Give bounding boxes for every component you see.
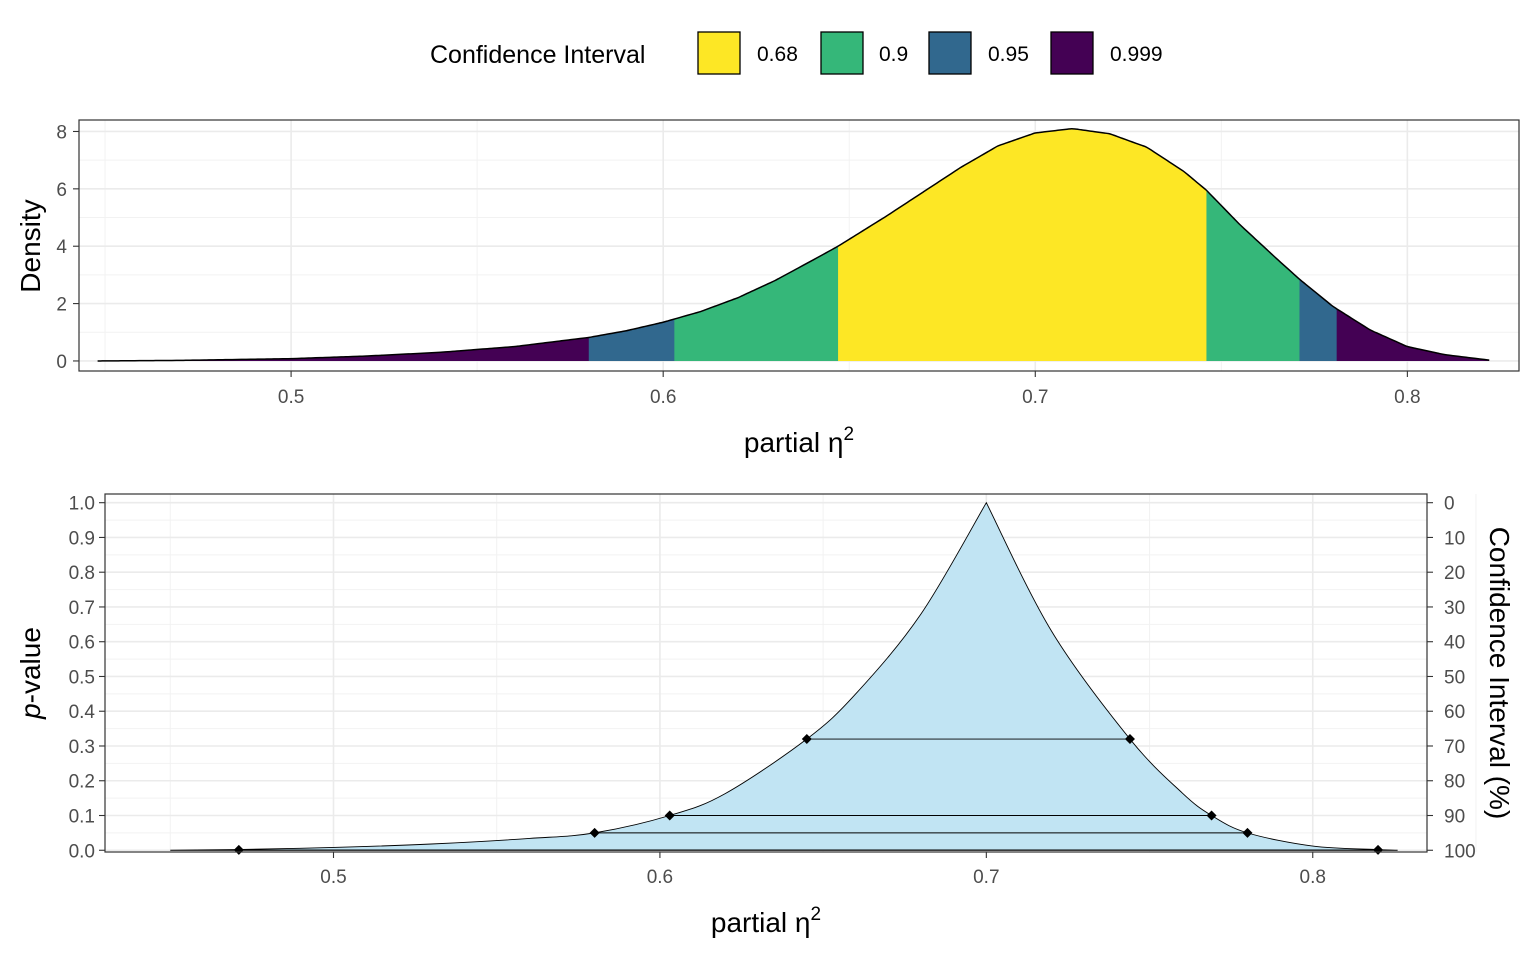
pvalue-y-tick-label: 0.8 [69,563,95,584]
interval-endpoint-0.68-lower [801,734,812,745]
pvalue-x-axis-title: partial η2 [711,904,821,938]
legend-label-0.68: 0.68 [757,43,798,66]
interval-endpoint-0.68-upper [1124,734,1135,745]
legend-key-0.95 [928,31,972,75]
pvalue-y-tick-label: 0.9 [69,528,95,549]
density-y-axis-title: Density [15,199,46,292]
density-y-tick-label: 4 [56,237,67,258]
pvalue-x-tick-label: 0.6 [647,867,673,888]
confidence-y2-tick-label: 30 [1444,598,1465,619]
pvalue-y-ticks: 0.0 0.1 0.2 0.3 0.4 0.5 0.6 0.7 0.8 0.9 1.0 [69,494,105,862]
legend: Confidence Interval 0.68 0.9 0.95 0.999 [430,31,1163,75]
density-y-tick-label: 6 [56,180,67,201]
pvalue-x-tick-label: 0.8 [1300,867,1326,888]
legend-key-0.999 [1050,31,1094,75]
pvalue-y-tick-label: 1.0 [69,494,95,515]
pvalue-y-tick-label: 0.6 [69,633,95,654]
legend-label-0.999: 0.999 [1110,43,1163,66]
pvalue-x-tick-label: 0.7 [973,867,999,888]
legend-key-0.9 [820,31,864,75]
density-curve [97,127,1490,362]
pvalue-y-tick-label: 0.5 [69,667,95,688]
interval-endpoint-0.9-lower [664,810,675,821]
density-panel: 0.5 0.6 0.7 0.8 0 2 4 6 8 partial η2 Density [15,119,1520,458]
density-x-axis-title: partial η2 [744,424,854,458]
pvalue-y-tick-label: 0.2 [69,772,95,793]
density-y-ticks: 0 2 4 6 8 [56,122,79,373]
density-panel-border [78,119,1520,372]
confidence-y2-tick-label: 60 [1444,702,1465,723]
pvalue-panel-border [104,493,1428,853]
confidence-y2-tick-label: 0 [1444,494,1455,515]
confidence-y2-tick-label: 10 [1444,528,1465,549]
pvalue-y-tick-label: 0.7 [69,598,95,619]
pvalue-area [170,501,1398,851]
density-y-tick-label: 2 [56,295,67,316]
pvalue-y-tick-label: 0.4 [69,702,96,723]
density-x-ticks: 0.5 0.6 0.7 0.8 [278,371,1421,408]
confidence-y2-tick-label: 90 [1444,807,1465,828]
confidence-y2-tick-label: 40 [1444,633,1465,654]
interval-endpoint-0.95-upper [1242,827,1253,838]
pvalue-y-tick-label: 0.1 [69,807,95,828]
interval-endpoint-0.9-upper [1206,810,1217,821]
pvalue-y-axis-title: p-value [15,627,46,720]
pvalue-x-tick-label: 0.5 [320,867,346,888]
confidence-y2-tick-label: 80 [1444,772,1465,793]
density-x-tick-label: 0.7 [1022,387,1048,408]
legend-title: Confidence Interval [430,41,645,69]
density-bands [97,128,1490,361]
pvalue-panel: 0.5 0.6 0.7 0.8 0.0 0.1 0.2 0.3 0.4 0.5 0.6 0.7 0.8… [15,493,1515,938]
pvalue-interval-segments [238,738,1379,851]
density-x-tick-label: 0.8 [1394,387,1420,408]
legend-label-0.9: 0.9 [879,43,908,66]
confidence-y2-tick-label: 50 [1444,667,1465,688]
interval-endpoint-0.95-lower [589,827,600,838]
density-y-tick-label: 8 [56,122,67,143]
pvalue-y-tick-label: 0.0 [69,841,95,862]
confidence-y2-tick-label: 20 [1444,563,1465,584]
legend-key-0.68 [697,31,741,75]
density-y-tick-label: 0 [56,352,67,373]
density-x-tick-label: 0.5 [278,387,304,408]
confidence-y2-axis-title: Confidence Interval (%) [1484,527,1515,820]
confidence-y2-tick-label: 70 [1444,737,1465,758]
confidence-y2-tick-label: 100 [1444,841,1476,862]
legend-label-0.95: 0.95 [988,43,1029,66]
density-band-0.68 [838,128,1207,361]
pvalue-y-tick-label: 0.3 [69,737,95,758]
pvalue-x-ticks: 0.5 0.6 0.7 0.8 [320,852,1326,888]
density-x-tick-label: 0.6 [650,387,676,408]
